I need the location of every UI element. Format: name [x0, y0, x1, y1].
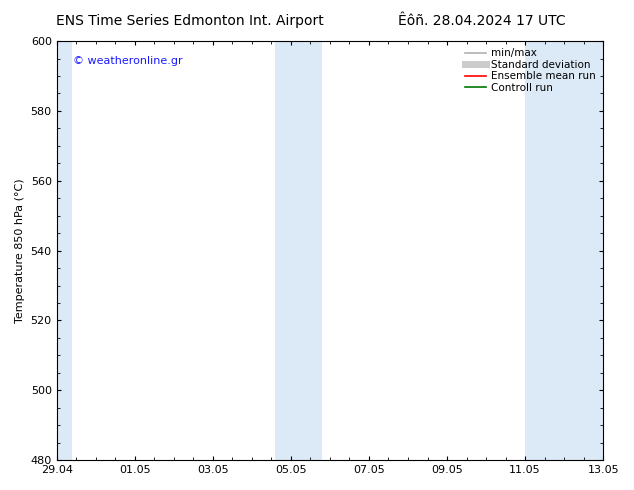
Text: © weatheronline.gr: © weatheronline.gr	[73, 56, 183, 66]
Text: ENS Time Series Edmonton Int. Airport: ENS Time Series Edmonton Int. Airport	[56, 14, 324, 28]
Bar	[56, 41, 72, 460]
Y-axis label: Temperature 850 hPa (°C): Temperature 850 hPa (°C)	[15, 178, 25, 323]
Text: Êôñ. 28.04.2024 17 UTC: Êôñ. 28.04.2024 17 UTC	[398, 14, 566, 28]
Bar	[275, 41, 322, 460]
Bar	[525, 41, 603, 460]
Legend: min/max, Standard deviation, Ensemble mean run, Controll run: min/max, Standard deviation, Ensemble me…	[463, 46, 598, 95]
